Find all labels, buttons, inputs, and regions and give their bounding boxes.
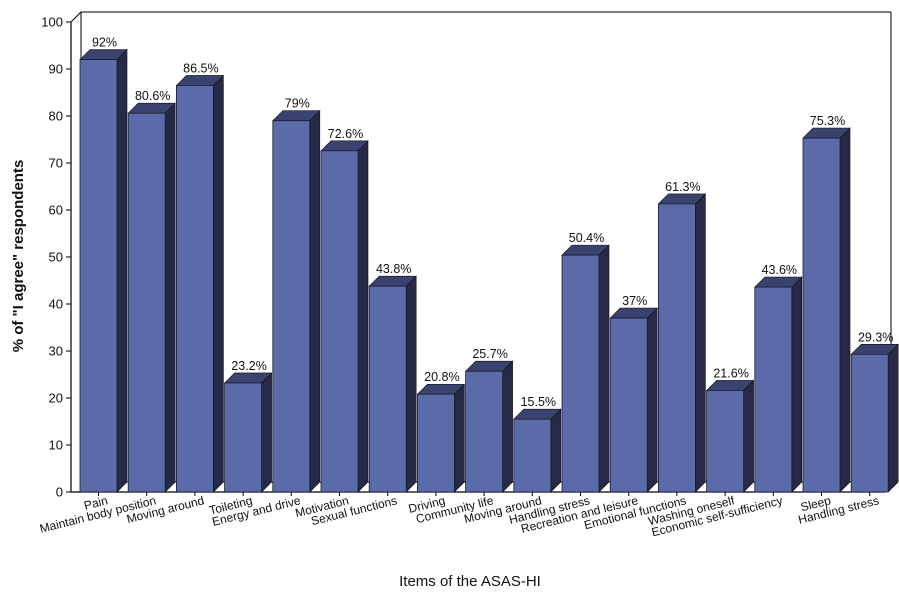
data-label: 25.7% xyxy=(472,347,507,361)
bar-side xyxy=(839,127,851,493)
x-tick-label: Energy and drive xyxy=(211,493,303,529)
bar-side xyxy=(213,74,224,493)
data-label: 75.3% xyxy=(810,114,845,128)
bar xyxy=(802,137,841,493)
data-label: 43.6% xyxy=(762,263,797,277)
bar xyxy=(416,393,455,493)
data-label: 37% xyxy=(622,294,647,308)
bar xyxy=(79,59,118,493)
chart-bars xyxy=(79,48,899,493)
back-wall-top-edge xyxy=(70,11,891,23)
bar-side xyxy=(405,275,417,493)
data-label: 50.4% xyxy=(569,231,604,245)
data-label: 80.6% xyxy=(135,89,170,103)
bar-side xyxy=(743,379,754,493)
bar xyxy=(175,85,214,493)
bar-side xyxy=(164,102,176,493)
data-label: 61.3% xyxy=(665,180,700,194)
bar-side xyxy=(646,307,658,493)
data-label: 92% xyxy=(92,36,117,50)
bar-side xyxy=(309,109,321,493)
y-tick-label: 90 xyxy=(49,62,63,77)
bar xyxy=(513,418,552,493)
bar-side xyxy=(791,276,803,493)
y-tick-label: 10 xyxy=(49,438,63,453)
data-label: 86.5% xyxy=(183,61,218,75)
data-label: 43.8% xyxy=(376,262,411,276)
y-tick-label: 100 xyxy=(41,15,63,30)
bar-side xyxy=(454,383,465,493)
y-tick-label: 0 xyxy=(56,485,63,500)
bar xyxy=(561,254,600,493)
bar xyxy=(850,353,889,493)
y-tick-label: 30 xyxy=(49,344,63,359)
bar xyxy=(658,203,696,493)
data-label: 29.3% xyxy=(858,330,893,344)
bar-side xyxy=(116,48,128,493)
bar xyxy=(706,390,744,493)
bar-side xyxy=(695,193,706,493)
bar-side xyxy=(502,360,513,493)
bar xyxy=(272,120,311,493)
y-tick-label: 60 xyxy=(49,203,63,218)
bar-side xyxy=(598,244,610,493)
bar-side xyxy=(261,372,272,493)
y-tick-label: 80 xyxy=(49,109,63,124)
bar xyxy=(320,150,359,493)
bar-side xyxy=(357,140,369,493)
bar-side xyxy=(887,343,899,493)
data-label: 23.2% xyxy=(231,359,266,373)
data-label: 15.5% xyxy=(521,395,556,409)
bar xyxy=(465,370,504,493)
y-tick-label: 70 xyxy=(49,156,63,171)
data-label: 72.6% xyxy=(328,127,363,141)
bar xyxy=(368,285,407,493)
bar xyxy=(127,112,166,493)
y-tick-label: 40 xyxy=(49,297,63,312)
x-tick-label: Pain xyxy=(83,493,110,512)
data-label: 20.8% xyxy=(424,370,459,384)
y-tick-label: 20 xyxy=(49,391,63,406)
y-tick-label: 50 xyxy=(49,250,63,265)
y-axis-title: % of "I agree" respondents xyxy=(10,160,27,353)
data-label: 21.6% xyxy=(713,366,748,380)
bar-side xyxy=(550,408,562,493)
data-label: 79% xyxy=(285,97,310,111)
x-axis-title: Items of the ASAS-HI xyxy=(399,573,541,590)
bar xyxy=(224,382,263,493)
bar xyxy=(609,317,648,493)
bar xyxy=(754,286,793,493)
